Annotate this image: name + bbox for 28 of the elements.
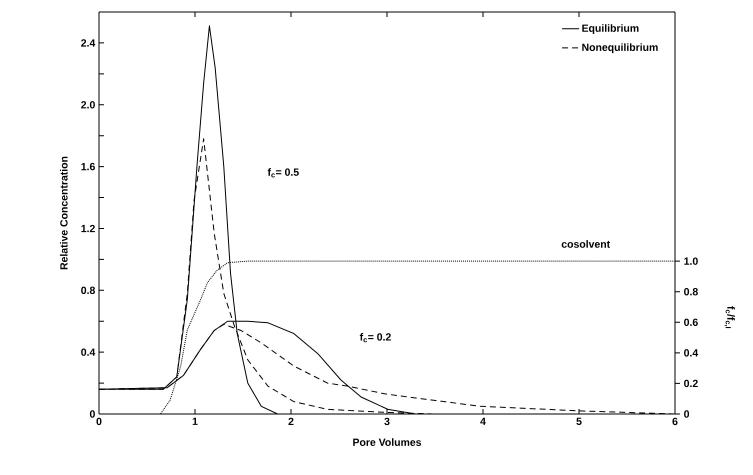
y-axis-title: Relative Concentration bbox=[60, 156, 68, 270]
legend-label: Equilibrium bbox=[582, 24, 638, 34]
y2-tick-label: 0.2 bbox=[684, 380, 698, 388]
y2-tick-label: 1.0 bbox=[684, 257, 698, 265]
y-tick-label: 0.8 bbox=[81, 286, 95, 294]
x-tick-label: 4 bbox=[480, 418, 486, 425]
y2-tick-label: 0.6 bbox=[684, 318, 698, 326]
x-tick-label: 0 bbox=[96, 418, 102, 426]
x-tick-label: 3 bbox=[384, 418, 390, 426]
x-tick-label: 2 bbox=[288, 418, 294, 425]
y2-axis-title: f$_{c}$/f$_{c,I}$ bbox=[724, 306, 735, 328]
y-tick-label: 2.0 bbox=[81, 101, 95, 108]
y-tick-label: 2.4 bbox=[81, 39, 96, 47]
x-tick-label: 1 bbox=[192, 418, 198, 425]
y-tick-label: 1.6 bbox=[81, 162, 95, 170]
x-tick-label: 6 bbox=[672, 418, 678, 426]
x-tick-label: 5 bbox=[576, 418, 582, 425]
y-tick-label: 1.2 bbox=[81, 224, 95, 232]
y2-tick-label: 0.4 bbox=[684, 349, 698, 357]
annotation: f$_{c}$= 0.5 bbox=[268, 168, 299, 178]
x-axis-title: Pore Volumes bbox=[353, 438, 422, 446]
y-tick-label: 0 bbox=[90, 410, 95, 418]
y2-tick-label: 0.8 bbox=[684, 288, 698, 296]
y-tick-label: 0.4 bbox=[81, 348, 96, 356]
annotation: cosolvent bbox=[562, 240, 610, 248]
annotation: f$_{c}$= 0.2 bbox=[360, 332, 391, 342]
y2-tick-label: 0 bbox=[684, 410, 690, 418]
legend-label: Nonequilibrium bbox=[582, 43, 658, 54]
